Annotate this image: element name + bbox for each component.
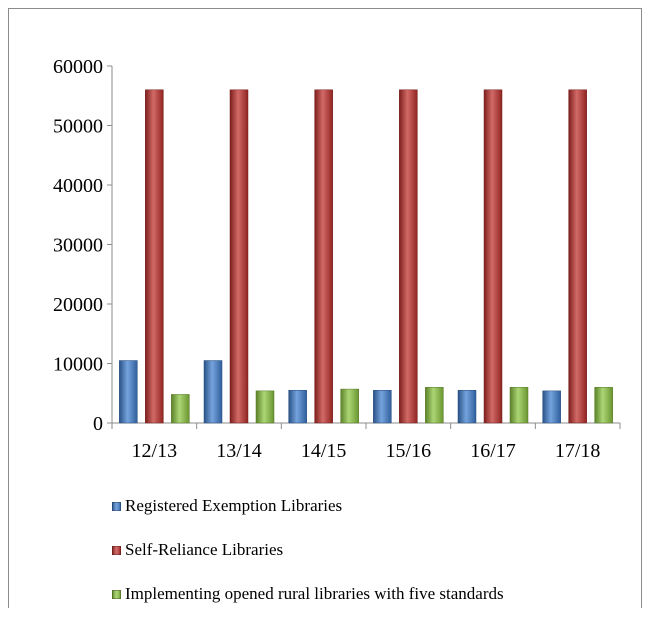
bar-registered-exemption-libraries-17-18 — [542, 390, 561, 424]
legend-item-self-reliance: Self-Reliance Libraries — [112, 540, 504, 560]
y-axis: 0 10000 20000 30000 40000 50000 60000 — [53, 56, 113, 435]
bar-self-reliance-libraries-13-14 — [229, 89, 249, 424]
x-axis: 12/13 13/14 14/15 15/16 16/17 17/18 — [111, 422, 621, 462]
legend-label-self-reliance: Self-Reliance Libraries — [125, 540, 284, 559]
bar-self-reliance-libraries-15-16 — [399, 89, 418, 424]
legend-swatch-registered-exemption — [112, 501, 121, 511]
x-tick-label: 15/16 — [386, 440, 432, 462]
bar-implementing-opened-rural-libraries-with-five-standards-14-15 — [340, 388, 359, 424]
bar-self-reliance-libraries-17-18 — [568, 89, 587, 424]
y-tick-label: 30000 — [53, 235, 103, 257]
bar-self-reliance-libraries-12-13 — [145, 89, 164, 424]
legend-label-rural-five-standards: Implementing opened rural libraries with… — [125, 584, 504, 603]
legend: Registered Exemption Libraries Self-Reli… — [112, 496, 504, 628]
y-tick-label: 20000 — [53, 294, 103, 316]
bar-implementing-opened-rural-libraries-with-five-standards-13-14 — [255, 390, 275, 424]
legend-item-registered-exemption: Registered Exemption Libraries — [112, 496, 504, 516]
x-tick-label: 17/18 — [555, 440, 601, 462]
x-tick-label: 16/17 — [470, 440, 516, 462]
x-tick-label: 14/15 — [301, 440, 347, 462]
x-tick-label: 13/14 — [216, 440, 262, 462]
y-tick-label: 10000 — [53, 354, 103, 376]
bar-registered-exemption-libraries-13-14 — [203, 360, 223, 424]
y-tick-label: 0 — [93, 413, 103, 435]
bar-self-reliance-libraries-14-15 — [314, 89, 333, 424]
legend-swatch-rural-five-standards — [112, 589, 121, 599]
bar-chart: 0 10000 20000 30000 40000 50000 60000 12/13 13/… — [53, 56, 621, 462]
bar-implementing-opened-rural-libraries-with-five-standards-12-13 — [171, 394, 190, 424]
bar-registered-exemption-libraries-14-15 — [288, 390, 307, 424]
legend-label-registered-exemption: Registered Exemption Libraries — [125, 496, 343, 515]
bar-self-reliance-libraries-16-17 — [483, 89, 503, 424]
legend-item-rural-five-standards: Implementing opened rural libraries with… — [112, 584, 504, 604]
y-tick-label: 50000 — [53, 116, 103, 138]
bar-implementing-opened-rural-libraries-with-five-standards-15-16 — [425, 387, 444, 424]
legend-swatch-self-reliance — [112, 545, 121, 555]
bars — [119, 89, 613, 424]
bar-registered-exemption-libraries-12-13 — [119, 360, 138, 424]
x-tick-label: 12/13 — [132, 440, 178, 462]
bar-registered-exemption-libraries-15-16 — [373, 390, 392, 424]
bar-implementing-opened-rural-libraries-with-five-standards-17-18 — [594, 387, 613, 424]
y-tick-label: 40000 — [53, 175, 103, 197]
bar-implementing-opened-rural-libraries-with-five-standards-16-17 — [509, 387, 529, 424]
y-tick-label: 60000 — [53, 56, 103, 78]
bar-registered-exemption-libraries-16-17 — [457, 390, 477, 424]
